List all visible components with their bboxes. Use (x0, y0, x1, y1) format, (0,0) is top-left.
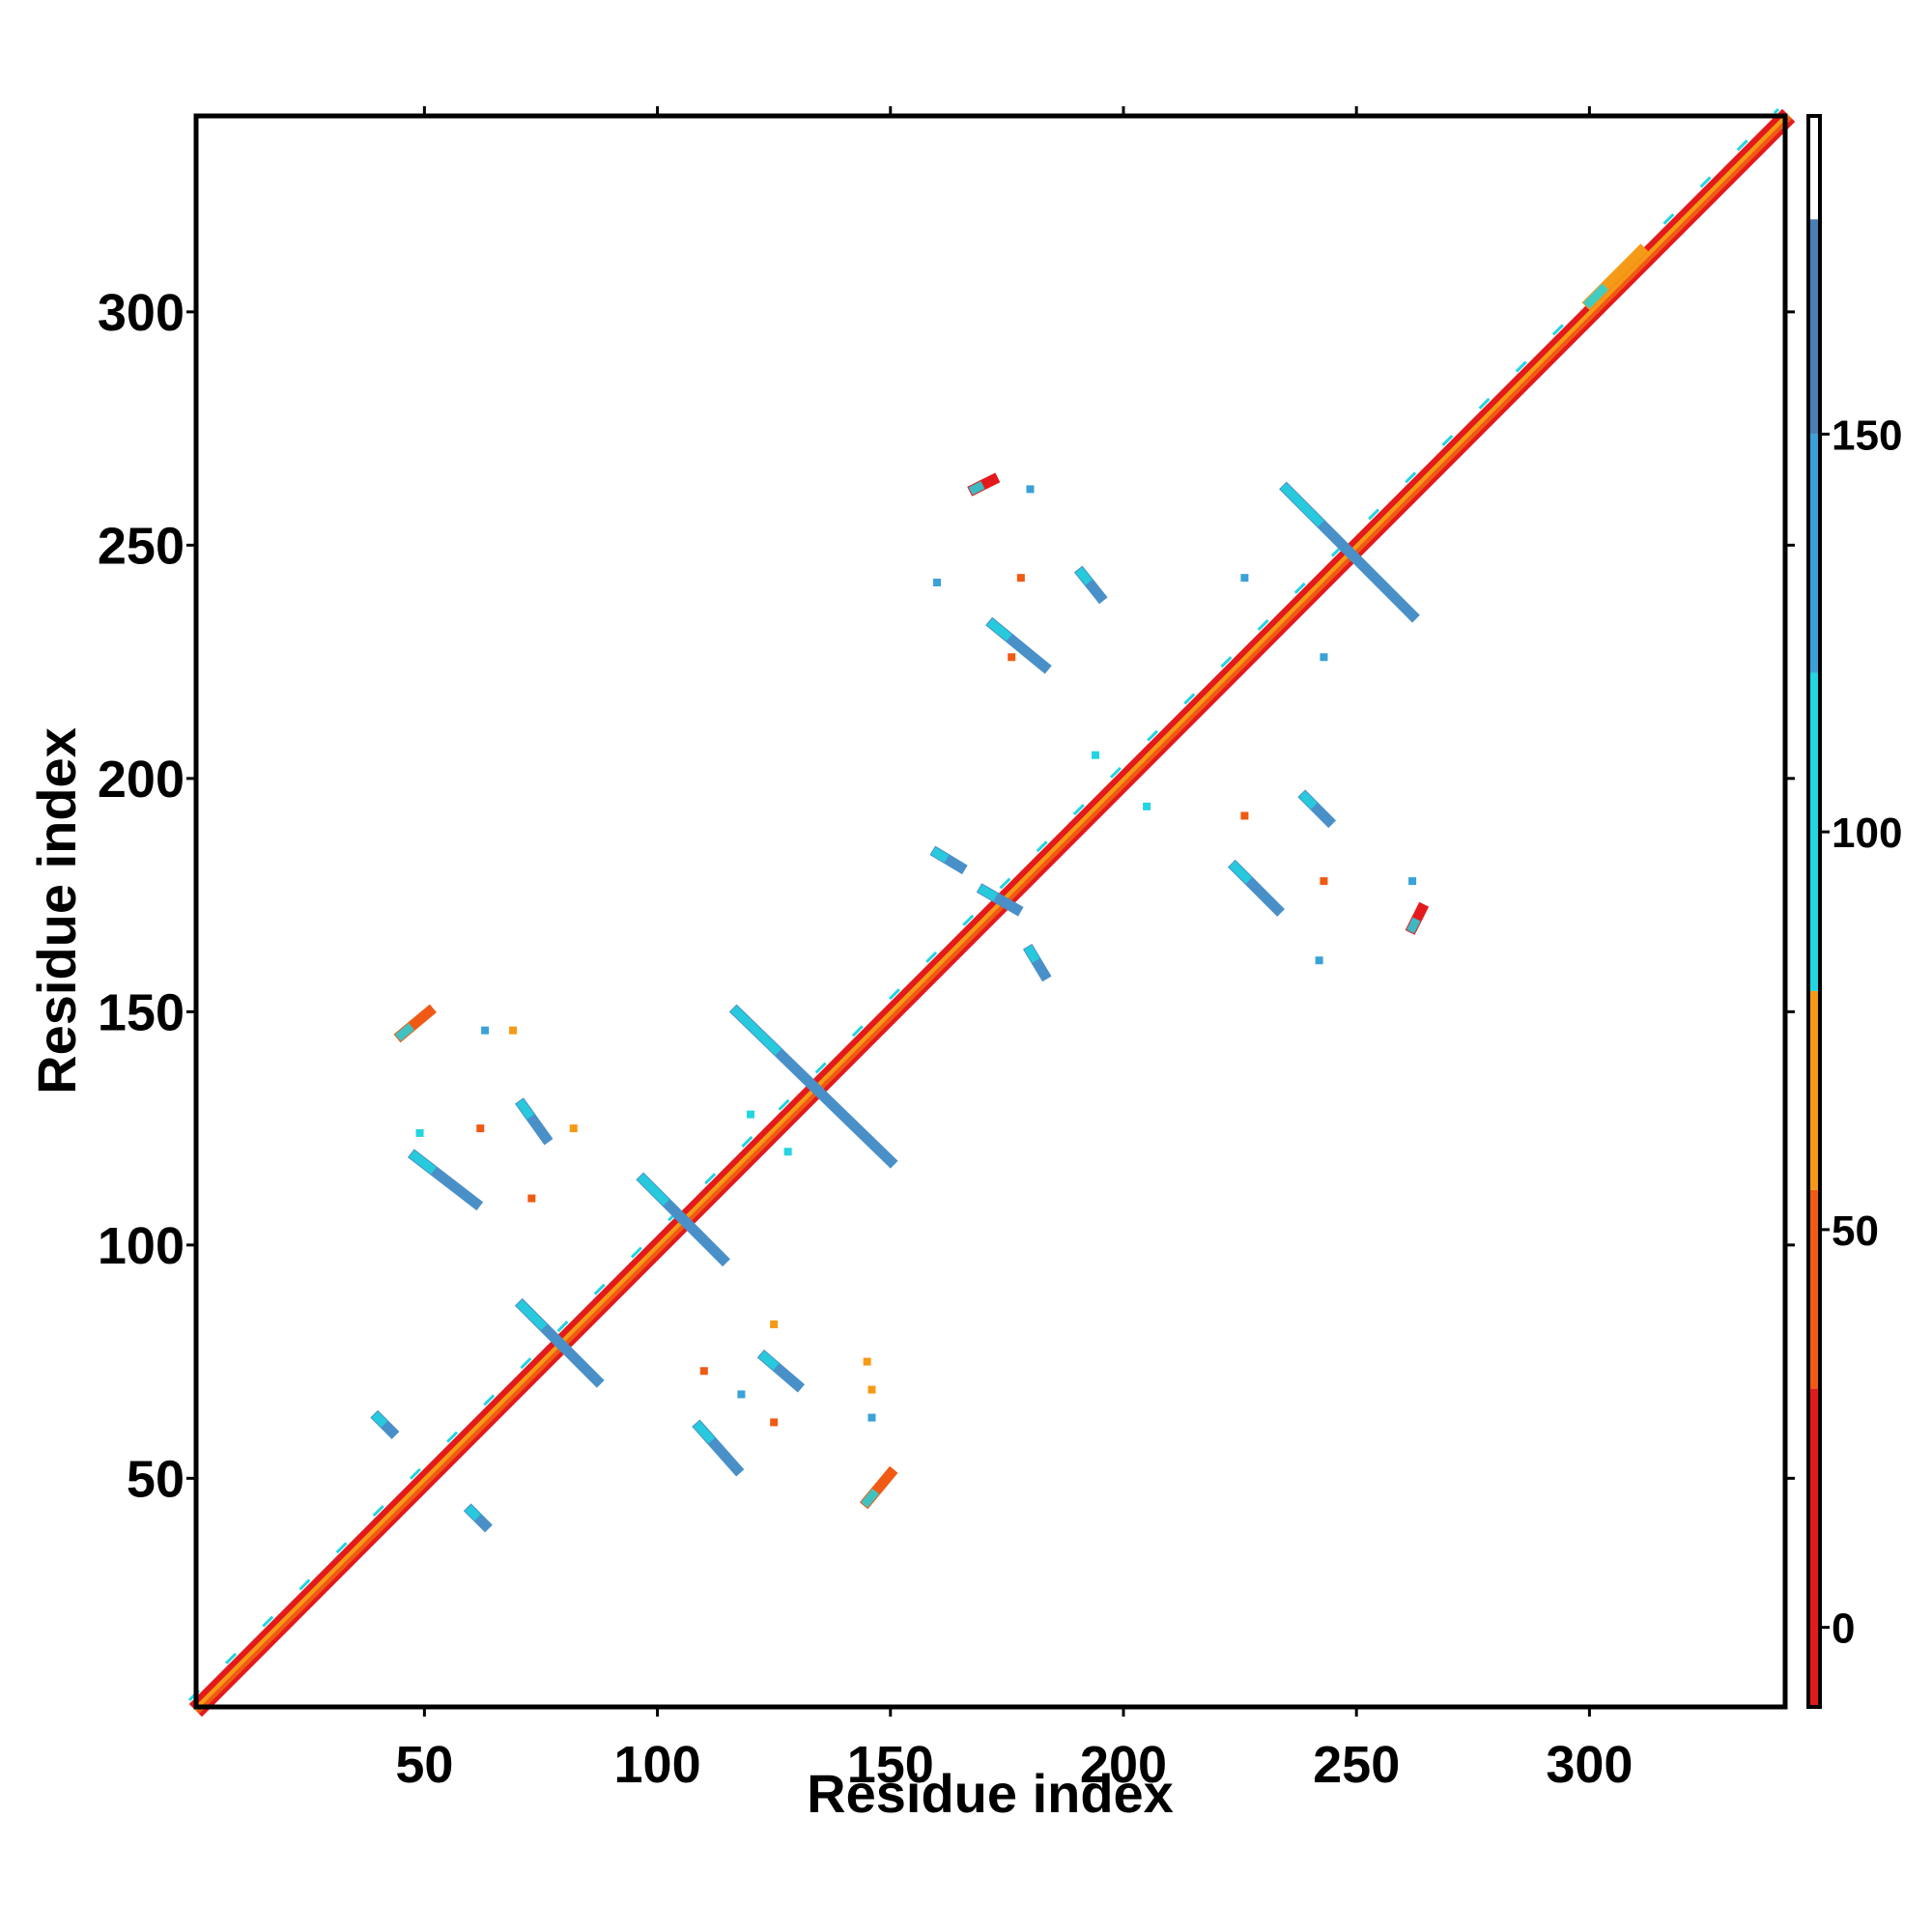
colorbar-band (1808, 1189, 1820, 1389)
contact-point (699, 1367, 708, 1376)
contact-segment-edge (1024, 945, 1040, 963)
diagonal-band (197, 117, 1796, 1718)
contact-point (527, 1194, 536, 1203)
colorbar-band (1808, 1388, 1820, 1707)
contact-point (1240, 574, 1249, 582)
contact-segment-edge (968, 480, 985, 496)
colorbar-tick-label: 50 (1832, 1208, 1879, 1255)
contact-point (1026, 485, 1035, 494)
contact-point (481, 1026, 490, 1035)
contact-point (747, 1110, 755, 1119)
contact-point (1143, 802, 1151, 810)
contact-segment-edge (516, 1299, 548, 1331)
contact-point (867, 1413, 876, 1422)
diagonal-band (187, 107, 1780, 1702)
contact-point (1092, 751, 1100, 759)
contact-segment-edge (1298, 790, 1318, 810)
colorbar-band (1808, 116, 1820, 220)
y-tick-label: 200 (98, 751, 185, 809)
x-tick-label: 200 (1080, 1736, 1167, 1794)
contact-segment-edge (394, 1023, 414, 1041)
contact-segment-edge (516, 1098, 534, 1120)
colorbar-band (1808, 434, 1820, 673)
contact-segment-edge (693, 1420, 715, 1444)
contact-segment-edge (409, 1150, 437, 1175)
contact-point (867, 1385, 876, 1394)
x-axis: 50 100 150 200 250 300 (395, 106, 1633, 1794)
x-tick-label: 150 (847, 1736, 934, 1794)
colorbar-band (1808, 672, 1820, 991)
y-tick-label: 100 (98, 1217, 185, 1275)
colorbar: 0 50 100 150 (1806, 114, 1902, 1709)
heatmap-cells (187, 107, 1796, 1718)
contact-point (770, 1418, 779, 1427)
contact-point (509, 1026, 518, 1035)
contact-segment-edge (978, 884, 998, 901)
colorbar-frame (1806, 114, 1822, 1709)
contact-segment-edge (1406, 917, 1421, 934)
contact-point (569, 1124, 578, 1133)
colorbar-band (1808, 990, 1820, 1190)
contact-point (476, 1124, 485, 1133)
x-tick-label: 50 (395, 1736, 453, 1794)
contact-point (1320, 653, 1328, 662)
contact-point (737, 1390, 746, 1399)
contact-point (1315, 956, 1323, 965)
contact-segment-edge (371, 1411, 388, 1428)
y-axis-label: Residue index (26, 727, 87, 1094)
y-tick-label: 150 (98, 983, 185, 1041)
contact-segment-edge (758, 1350, 780, 1371)
contact-segment-edge (1280, 483, 1324, 527)
y-axis: 50 100 150 200 250 300 (98, 284, 1795, 1508)
x-tick-label: 100 (614, 1736, 701, 1794)
contact-point (783, 1148, 792, 1156)
contact-point (863, 1357, 871, 1366)
contact-point (933, 578, 942, 586)
contact-point (415, 1128, 424, 1137)
contact-segment-edge (1229, 861, 1252, 884)
y-tick-label: 50 (127, 1450, 185, 1508)
colorbar-band (1808, 219, 1820, 435)
contact-segment-edge (465, 1504, 481, 1521)
contact-point (1240, 811, 1249, 820)
plot-frame (193, 113, 1788, 1710)
diagonal-band (194, 114, 1793, 1715)
x-tick-label: 300 (1546, 1736, 1633, 1794)
contact-segment-edge (730, 1005, 781, 1056)
diagonal-band (191, 111, 1790, 1712)
contact-segment-edge (861, 1488, 880, 1508)
y-tick-label: 250 (98, 517, 185, 575)
x-tick-label: 250 (1313, 1736, 1400, 1794)
contact-segment-edge (930, 846, 950, 863)
y-tick-label: 300 (98, 284, 185, 342)
colorbar-tick-label: 0 (1832, 1605, 1855, 1653)
contact-point (1320, 877, 1328, 886)
contact-point (1016, 574, 1025, 582)
contact-point (770, 1320, 779, 1328)
colorbar-tick-label: 100 (1832, 810, 1902, 857)
contact-segment-edge (1075, 567, 1093, 585)
contact-point (1008, 653, 1016, 662)
contact-segment-edge (986, 618, 1012, 641)
x-axis-label: Residue index (807, 1763, 1174, 1824)
contact-segment-edge (637, 1173, 669, 1207)
contact-point (1408, 877, 1417, 886)
contact-segment-edge (1583, 283, 1609, 309)
colorbar-tick-label: 150 (1832, 412, 1902, 459)
diagonal-band (188, 108, 1787, 1709)
